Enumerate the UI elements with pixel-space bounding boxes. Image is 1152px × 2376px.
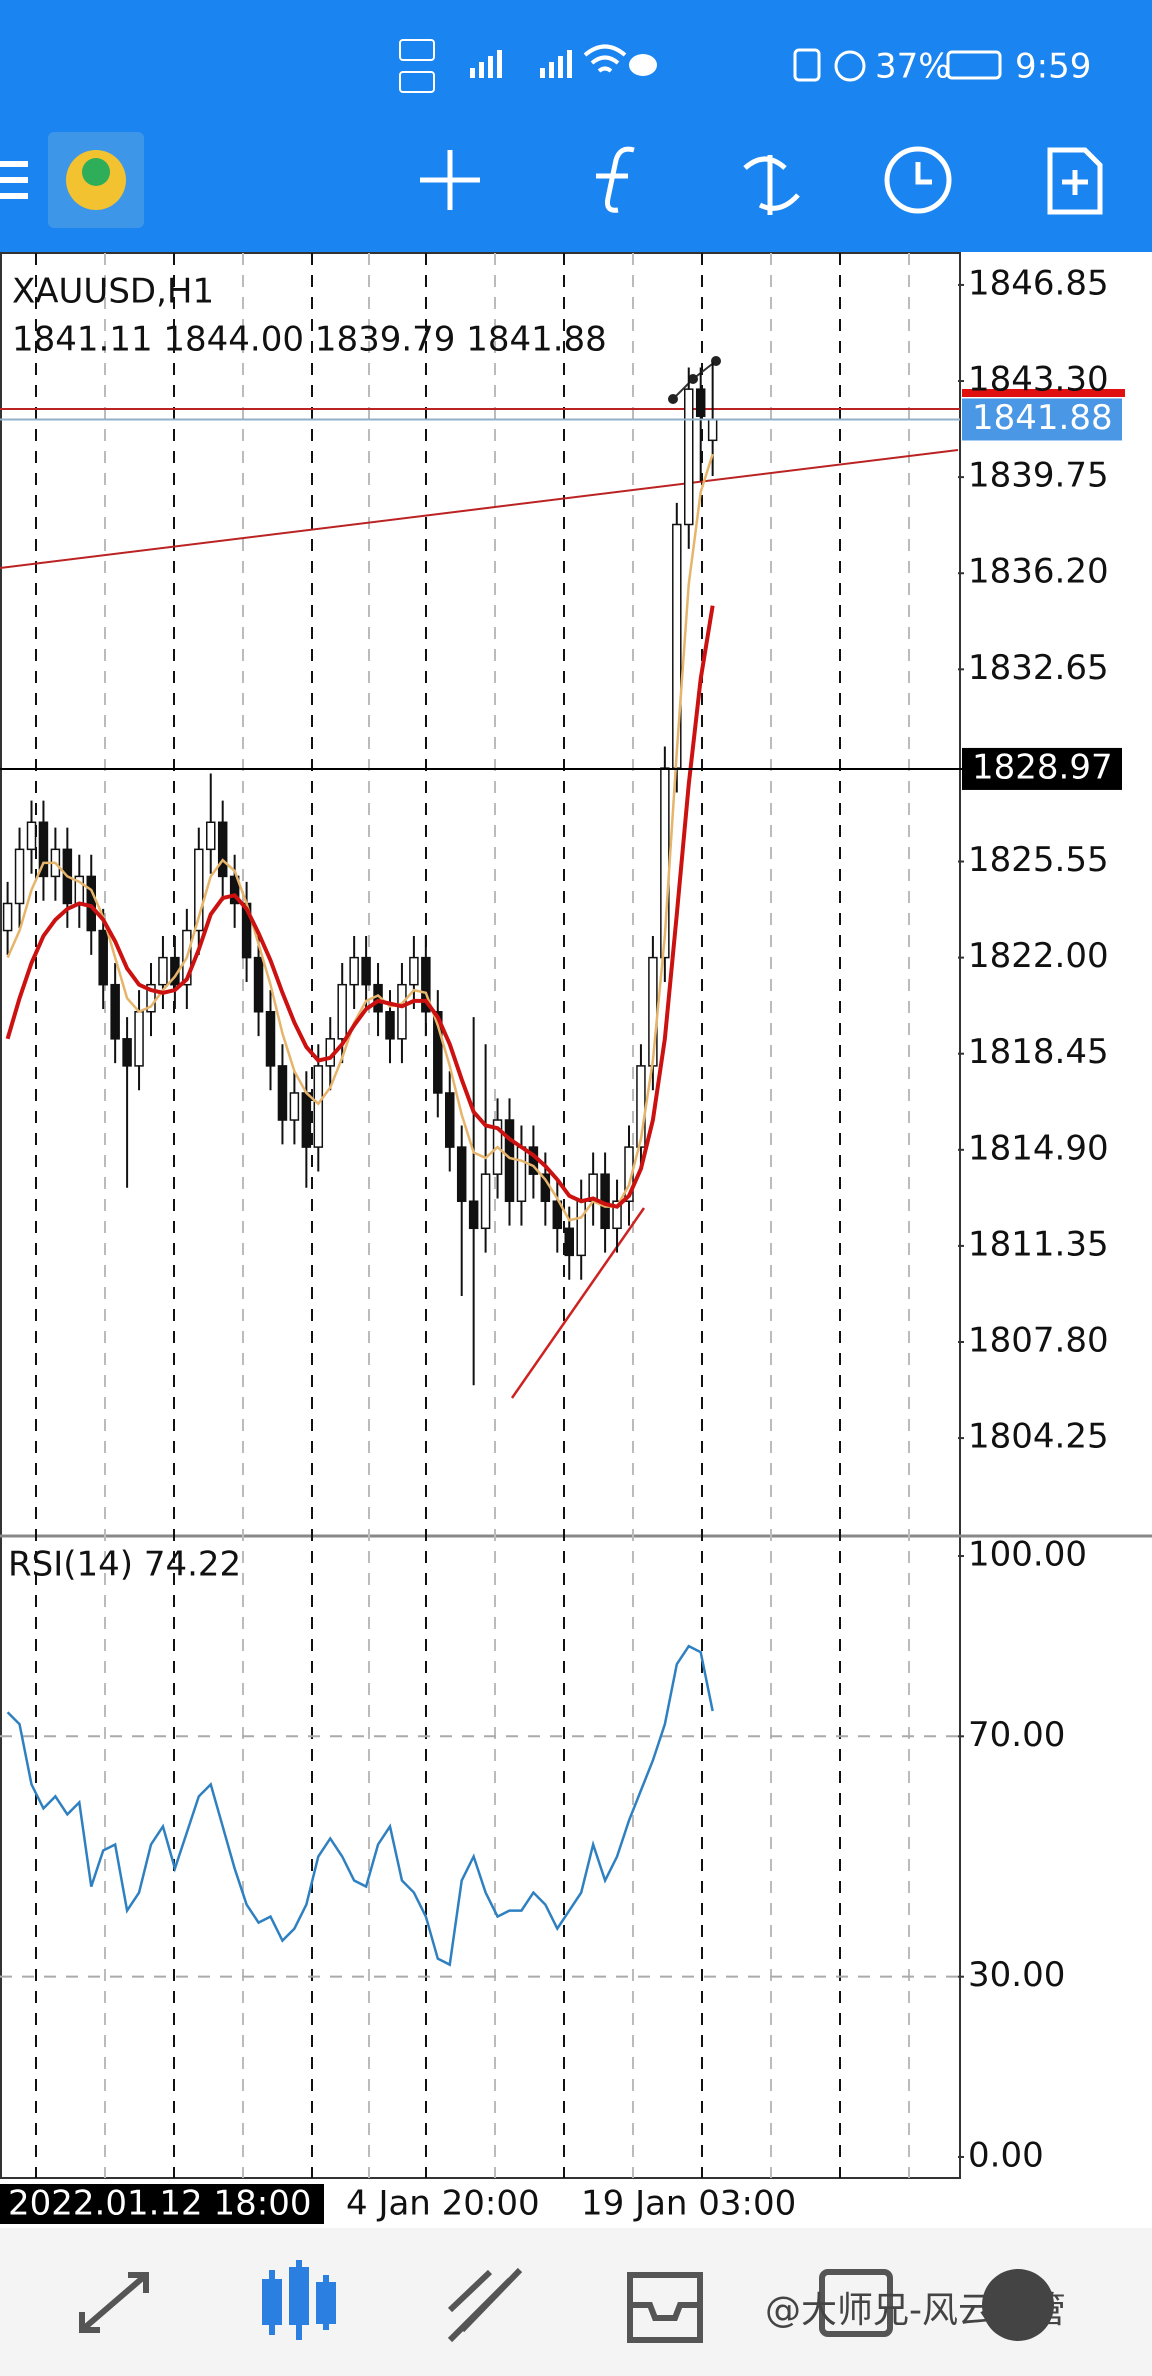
moving-average [5,605,715,1209]
rsi-title: RSI(14) 74.22 [8,1545,241,1585]
y-tick-label: 1804.25 [968,1417,1109,1457]
candle-body [480,1173,491,1230]
menu-button[interactable] [0,161,28,199]
candle-body [564,1227,574,1257]
candle-body [421,956,431,1013]
toolbar [0,146,1103,215]
clock: 9:59 [1015,47,1091,87]
app-header [0,0,1152,252]
candle-body [217,821,228,878]
quotes-tab[interactable] [79,2272,149,2333]
y-tick-label: 1822.00 [968,936,1109,976]
symbol-title: XAUUSD,H1 [12,272,214,312]
bid-box [962,398,1122,441]
candle-body [445,1092,455,1148]
y-tick-label: 1825.55 [968,840,1109,880]
period-button[interactable] [884,146,952,214]
y-tick-label: 1839.75 [968,456,1109,496]
crosshair-box [962,747,1122,790]
y-tick-label: 1818.45 [968,1032,1109,1072]
trade-button[interactable] [743,155,800,215]
candle-body [2,902,13,932]
indicators-button[interactable] [596,146,635,213]
candle-body [110,983,120,1040]
candle-body [397,983,407,1040]
candle-body [98,929,108,986]
drawing-objects [0,356,1125,1399]
y-tick-label: 0.00 [968,2135,1044,2175]
moving-average [6,453,714,1222]
y-tick-label: 1843.30 [968,360,1109,400]
y-tick-label: 1846.85 [968,263,1109,303]
candle-body [313,1065,324,1148]
candle-body [361,956,371,986]
candle-body [206,821,216,851]
bottom-nav [0,2228,1152,2376]
history-tab[interactable] [627,2272,703,2343]
candle-body [684,388,694,526]
y-tick-label: 70.00 [968,1715,1065,1755]
candle-body [26,821,37,851]
ohlc-readout: 1841.11 1844.00 1839.79 1841.88 [12,320,607,360]
candle-body [349,956,359,986]
candle-body [146,983,156,1013]
candle-body [468,1200,479,1230]
settings-tab[interactable] [982,2269,1054,2341]
candle-body [38,821,49,878]
signal-icons [399,39,1002,93]
rsi-line [6,1644,714,1967]
time-cursor-label: 2022.01.12 18:00 [8,2184,311,2224]
y-tick-label: 1814.90 [968,1128,1109,1168]
chart-frame [0,252,1152,2179]
candle-body [433,1011,443,1094]
candle-body [253,956,264,1013]
candle-body [337,983,347,1040]
candle-body [516,1146,527,1202]
candle-body [672,523,682,769]
candle-body [612,1200,622,1230]
candle-body [265,1011,276,1067]
candle-body [456,1146,467,1202]
y-tick-label: 30.00 [968,1955,1065,1995]
candle-body [277,1065,288,1121]
candle-body [158,956,168,986]
crosshair-button[interactable] [420,150,480,210]
candle-body [576,1200,586,1257]
candle-body [504,1119,515,1202]
candle-body [194,848,204,932]
mt4-logo-mark [82,158,110,186]
candle-body [134,1011,144,1067]
battery: 37% [875,47,951,87]
crosshair-label: 1828.97 [972,747,1113,787]
candle-body [289,1092,300,1121]
y-tick-label: 1836.20 [968,552,1109,592]
y-tick-label: 1811.35 [968,1224,1109,1264]
candle-body [229,875,240,905]
time-label: 4 Jan 20:00 [346,2184,540,2224]
plot: 1846.85 1843.30 1839.75 1836.20 1832.65 1825.… [0,263,1122,2175]
candle-body [122,1038,132,1067]
candle-body [385,1011,395,1040]
candle-body [86,875,96,932]
time-cursor-box [0,2184,324,2224]
chart-tab[interactable] [262,2260,336,2340]
candle-body [14,848,25,905]
bid-label: 1841.88 [972,398,1113,438]
y-tick-label: 1807.80 [968,1320,1109,1360]
y-tick-label: 1832.65 [968,648,1109,688]
bottom-nav-icons [79,2260,1054,2343]
news-tab[interactable] [819,2269,893,2337]
candle-body [695,388,706,417]
trade-tab[interactable] [447,2267,523,2343]
new-order-button[interactable] [1047,147,1103,215]
candle-body [301,1092,312,1148]
candle-body [552,1200,563,1230]
y-tick-label: 100.00 [968,1535,1087,1575]
time-label: 19 Jan 03:00 [581,2184,796,2224]
watermark: @大师兄-风云资管 [765,2290,1066,2331]
candle-body [707,418,718,442]
candle-body [409,956,419,986]
